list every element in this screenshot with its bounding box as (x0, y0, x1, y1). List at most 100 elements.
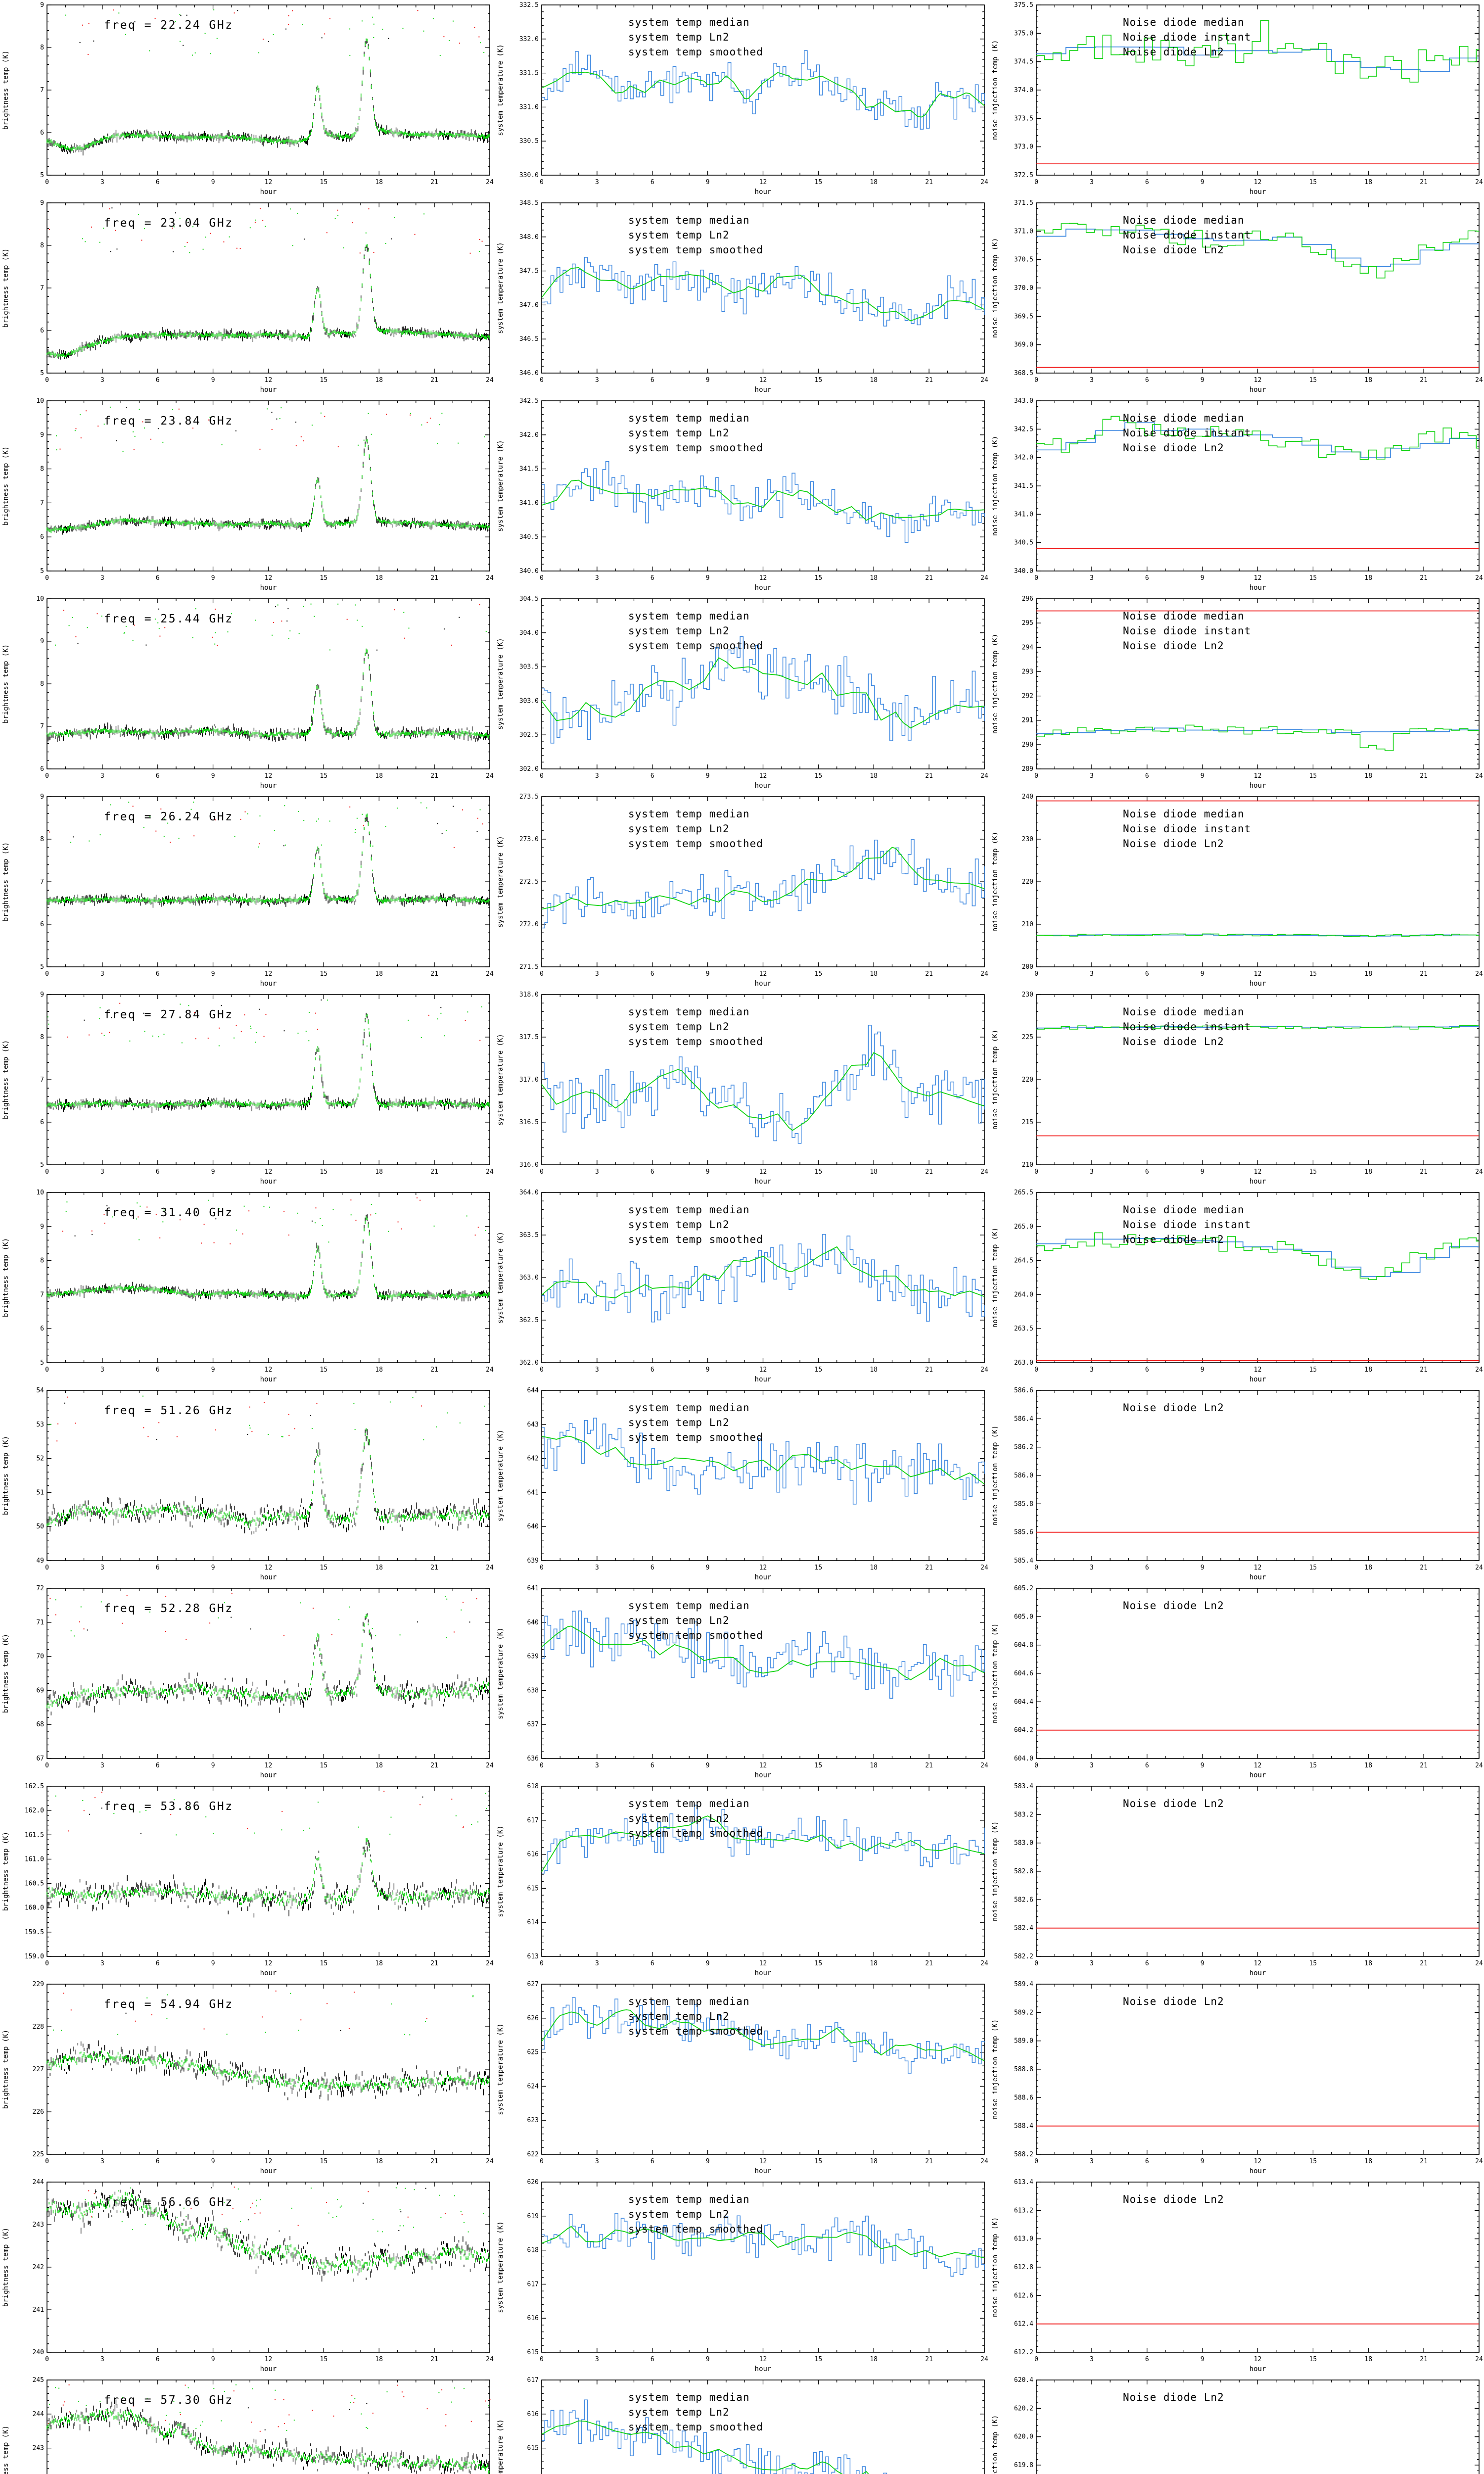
brightness-series-green (46, 2050, 490, 2092)
y-axis-label: system temperature (K) (497, 1627, 505, 1719)
y-tick-label: 263.0 (1014, 1359, 1033, 1367)
y-tick-label: 617 (527, 2281, 539, 2288)
legend-mid-entry: system temp Ln2 (628, 1417, 730, 1428)
y-tick-label: 225 (1022, 1034, 1033, 1041)
x-tick-label: 9 (1201, 179, 1205, 186)
legend-right-entry: Noise diode Ln2 (1123, 46, 1224, 58)
legend-mid-entry: system temp Ln2 (628, 229, 730, 241)
axis-ticks (541, 2182, 985, 2353)
noise-diode-instant-series (1036, 933, 1479, 937)
plot-frame (541, 994, 985, 1165)
y-tick-label: 370.0 (1014, 285, 1033, 292)
outlier-dots-black (125, 2012, 341, 2031)
legend-mid-entry: system temp Ln2 (628, 1615, 730, 1626)
x-tick-label: 0 (1034, 2158, 1038, 2165)
panel-title: freq = 26.24 GHz (104, 810, 233, 823)
x-tick-label: 0 (1034, 1564, 1038, 1571)
x-tick-label: 24 (1475, 179, 1483, 186)
noise-diode-chart-row3: 0 3 6 9 12 15 18 21 24 340.0 340.5 341.0 341.5 342.0 3… (991, 397, 1483, 592)
legend-mid-entry: system temp median (628, 1402, 750, 1414)
y-tick-label: 613 (527, 1953, 539, 1960)
x-tick-label: 0 (540, 574, 544, 582)
systemp-median-series (542, 839, 985, 929)
x-tick-label: 3 (1090, 574, 1094, 582)
system-temp-panel-row11: 0 3 6 9 12 15 18 21 24 622 623 624 625 626 627 hour syst… (495, 1979, 989, 2177)
brightness-series-black (46, 1840, 490, 1918)
y-tick-label: 230 (1022, 991, 1033, 999)
y-tick-label: 5 (40, 568, 44, 575)
x-tick-label: 0 (1034, 574, 1038, 582)
x-tick-label: 15 (1309, 1564, 1317, 1571)
y-tick-label: 317.0 (519, 1076, 539, 1084)
y-tick-label: 159.5 (25, 1929, 44, 1936)
legend-right-entry: Noise diode Ln2 (1123, 1798, 1224, 1809)
x-tick-label: 12 (759, 2356, 767, 2363)
x-tick-label: 15 (815, 2158, 823, 2165)
outlier-dots-black (88, 2403, 368, 2430)
legend-mid-entry: system temp smoothed (628, 442, 763, 454)
y-tick-label: 5 (40, 1359, 44, 1367)
x-tick-label: 24 (1475, 2356, 1483, 2363)
x-axis-label: hour (755, 386, 772, 394)
x-tick-label: 21 (1420, 179, 1428, 186)
system-temp-panel-row8: 0 3 6 9 12 15 18 21 24 639 640 641 642 643 644 hour syst… (495, 1385, 989, 1583)
plot-frame (1036, 796, 1480, 967)
x-tick-label: 18 (1364, 1168, 1372, 1176)
x-tick-label: 12 (265, 2356, 273, 2363)
y-tick-label: 585.4 (1014, 1557, 1033, 1565)
y-tick-label: 615 (527, 2445, 539, 2452)
legend-right-entry: Noise diode instant (1123, 625, 1251, 637)
x-tick-label: 12 (1254, 377, 1262, 384)
outlier-dots-black (87, 1617, 470, 1631)
y-axis-label: system temperature (K) (497, 44, 505, 136)
x-tick-label: 3 (1090, 1168, 1094, 1176)
x-tick-label: 3 (1090, 2356, 1094, 2363)
y-tick-label: 162.5 (25, 1783, 44, 1790)
y-tick-label: 6 (40, 1325, 44, 1332)
x-tick-label: 21 (430, 970, 438, 978)
y-tick-label: 612.2 (1014, 2349, 1033, 2356)
noise-diode-panel-row1: 0 3 6 9 12 15 18 21 24 372.5 373.0 373.5 374.0 374.5 3… (989, 0, 1484, 198)
noise-diode-panel-row11: 0 3 6 9 12 15 18 21 24 588.2 588.4 588.6 588.8 589.0 5… (989, 1979, 1484, 2177)
x-tick-label: 18 (1364, 1960, 1372, 1967)
x-tick-label: 21 (430, 1564, 438, 1571)
x-tick-label: 21 (1420, 2356, 1428, 2363)
x-tick-label: 21 (1420, 1168, 1428, 1176)
y-tick-label: 585.6 (1014, 1529, 1033, 1536)
legend-right-entry: Noise diode median (1123, 16, 1245, 28)
outlier-dots-red (49, 806, 483, 848)
y-tick-label: 265.5 (1014, 1189, 1033, 1196)
x-tick-label: 9 (1201, 574, 1205, 582)
x-tick-label: 15 (320, 2158, 328, 2165)
y-tick-label: 7 (40, 723, 44, 730)
plot-frame (541, 1984, 985, 2155)
y-tick-label: 9 (40, 1223, 44, 1231)
system-temp-chart-row13: 03691215182124612613614615616617hoursyst… (497, 2377, 985, 2474)
y-tick-label: 8 (40, 680, 44, 688)
x-axis-label: hour (1250, 386, 1266, 394)
y-tick-label: 210 (1022, 921, 1033, 928)
axis-ticks (1036, 994, 1480, 1165)
y-tick-label: 640 (527, 1619, 539, 1626)
y-tick-label: 243 (33, 2221, 44, 2229)
y-tick-label: 620.2 (1014, 2405, 1033, 2412)
systemp-smoothed-series (541, 1815, 985, 1872)
y-tick-label: 588.6 (1014, 2094, 1033, 2101)
x-tick-label: 24 (980, 179, 988, 186)
x-axis-label: hour (755, 1573, 772, 1581)
x-tick-label: 6 (1145, 772, 1149, 780)
y-axis-label: brightness temp (K) (2, 1040, 10, 1119)
x-tick-label: 6 (1145, 574, 1149, 582)
y-tick-label: 68 (36, 1721, 44, 1728)
outlier-dots-green (70, 802, 481, 848)
x-tick-label: 3 (595, 1168, 599, 1176)
y-tick-label: 289 (1022, 765, 1033, 773)
x-tick-label: 9 (1201, 1366, 1205, 1374)
y-tick-label: 614 (527, 1919, 539, 1926)
brightness-series-black (46, 816, 490, 908)
y-tick-label: 340.0 (519, 568, 539, 575)
x-tick-label: 18 (1364, 1564, 1372, 1571)
y-tick-label: 49 (36, 1557, 44, 1565)
plot-row-11: 0 3 6 9 12 15 18 21 24 225 226 227 228 229 hour brightn… (0, 1979, 1484, 2177)
brightness-panel-row9: 0 3 6 9 12 15 18 21 24 67 68 69 70 71 72 hour brightness… (0, 1583, 495, 1781)
